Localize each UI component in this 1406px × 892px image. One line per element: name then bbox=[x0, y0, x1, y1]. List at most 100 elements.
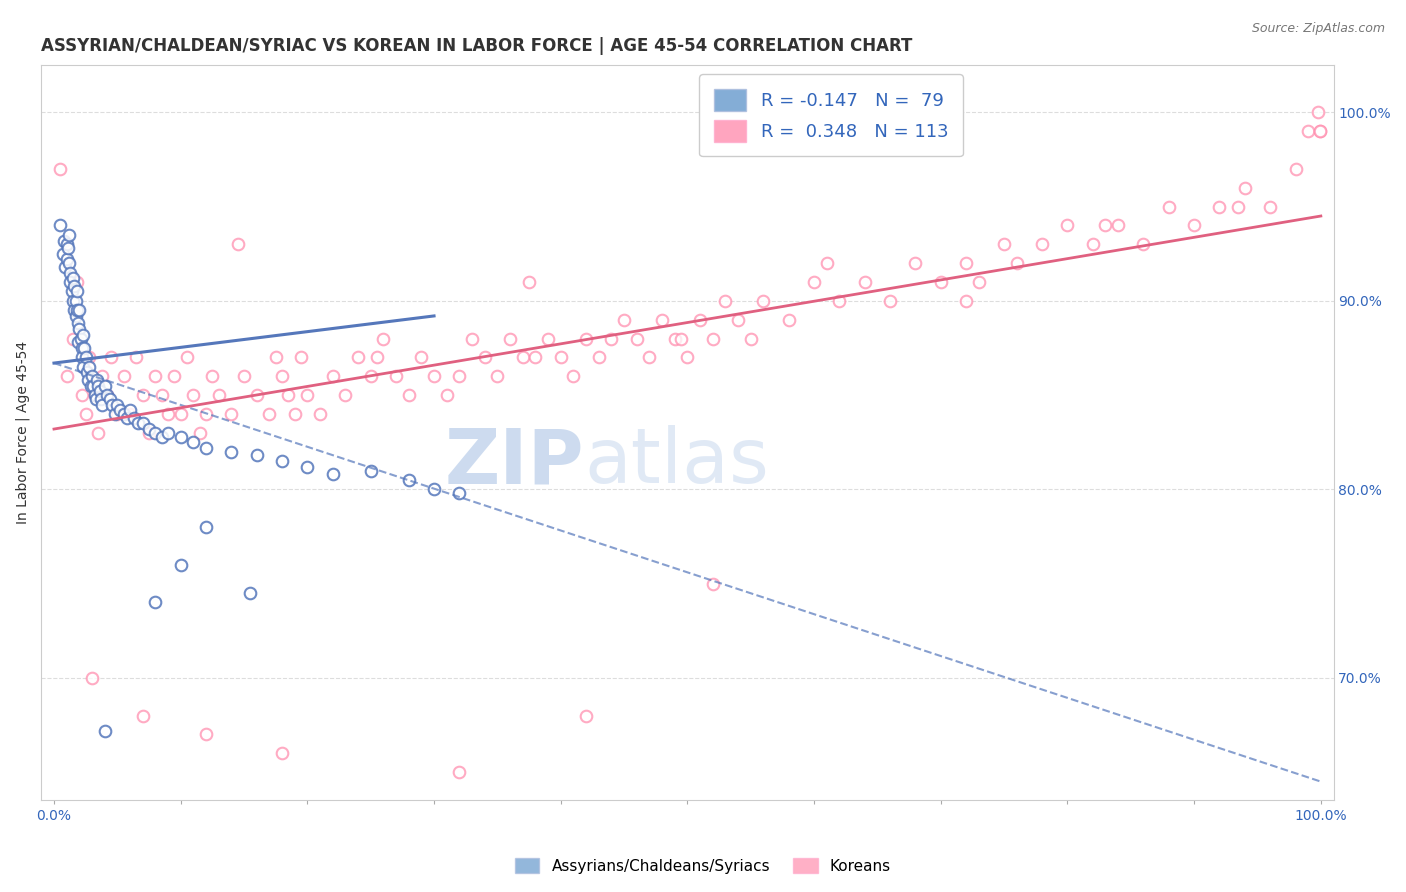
Point bbox=[90, 392, 112, 406]
Point bbox=[55, 252, 77, 267]
Point bbox=[676, 351, 699, 365]
Point bbox=[1056, 219, 1078, 233]
Point bbox=[221, 444, 243, 458]
Point bbox=[1107, 219, 1129, 233]
Point bbox=[118, 407, 141, 421]
Point bbox=[93, 723, 115, 738]
Point bbox=[600, 332, 623, 346]
Point bbox=[96, 388, 118, 402]
Point bbox=[76, 366, 98, 380]
Point bbox=[575, 332, 598, 346]
Point bbox=[138, 425, 160, 440]
Point bbox=[62, 332, 84, 346]
Point bbox=[993, 237, 1015, 252]
Point bbox=[815, 256, 838, 270]
Point bbox=[125, 351, 148, 365]
Point bbox=[72, 327, 94, 342]
Point bbox=[67, 335, 90, 350]
Point bbox=[127, 417, 149, 431]
Point bbox=[58, 256, 80, 270]
Point bbox=[398, 388, 420, 402]
Point bbox=[1081, 237, 1104, 252]
Point bbox=[233, 369, 256, 384]
Point bbox=[309, 407, 332, 421]
Point bbox=[143, 425, 166, 440]
Point bbox=[143, 595, 166, 609]
Point bbox=[929, 275, 952, 289]
Point bbox=[366, 351, 388, 365]
Point bbox=[72, 359, 94, 374]
Point bbox=[1182, 219, 1205, 233]
Point bbox=[89, 384, 111, 399]
Point bbox=[87, 425, 110, 440]
Point bbox=[499, 332, 522, 346]
Point bbox=[955, 293, 977, 308]
Point bbox=[79, 351, 101, 365]
Text: ZIP: ZIP bbox=[444, 425, 583, 500]
Point bbox=[84, 392, 107, 406]
Point bbox=[98, 392, 121, 406]
Text: ASSYRIAN/CHALDEAN/SYRIAC VS KOREAN IN LABOR FORCE | AGE 45-54 CORRELATION CHART: ASSYRIAN/CHALDEAN/SYRIAC VS KOREAN IN LA… bbox=[41, 37, 912, 55]
Point bbox=[1227, 200, 1250, 214]
Point bbox=[1296, 124, 1319, 138]
Point bbox=[53, 234, 76, 248]
Point bbox=[1308, 105, 1330, 120]
Point bbox=[423, 369, 446, 384]
Point bbox=[131, 708, 153, 723]
Point bbox=[83, 388, 105, 402]
Point bbox=[290, 351, 312, 365]
Point bbox=[59, 266, 82, 280]
Point bbox=[63, 303, 86, 318]
Point bbox=[512, 351, 534, 365]
Point bbox=[53, 260, 76, 274]
Point bbox=[1094, 219, 1116, 233]
Point bbox=[1132, 237, 1154, 252]
Point bbox=[638, 351, 661, 365]
Point bbox=[163, 369, 186, 384]
Point bbox=[967, 275, 990, 289]
Point bbox=[335, 388, 357, 402]
Point bbox=[1258, 200, 1281, 214]
Point bbox=[58, 227, 80, 242]
Point bbox=[271, 747, 294, 761]
Point bbox=[221, 407, 243, 421]
Point bbox=[169, 558, 191, 572]
Point bbox=[423, 483, 446, 497]
Point bbox=[271, 369, 294, 384]
Point bbox=[651, 312, 673, 326]
Point bbox=[82, 378, 104, 392]
Point bbox=[664, 332, 686, 346]
Point bbox=[55, 369, 77, 384]
Point bbox=[1309, 124, 1331, 138]
Point bbox=[264, 351, 287, 365]
Point bbox=[385, 369, 408, 384]
Point bbox=[80, 369, 103, 384]
Point bbox=[474, 351, 496, 365]
Point bbox=[108, 403, 131, 417]
Point bbox=[517, 275, 540, 289]
Point bbox=[105, 398, 128, 412]
Point bbox=[70, 388, 93, 402]
Point bbox=[1157, 200, 1180, 214]
Point bbox=[169, 429, 191, 443]
Point bbox=[226, 237, 249, 252]
Point bbox=[195, 407, 218, 421]
Point bbox=[112, 407, 135, 421]
Point bbox=[91, 369, 114, 384]
Point bbox=[122, 410, 145, 425]
Point bbox=[803, 275, 825, 289]
Point bbox=[373, 332, 395, 346]
Point bbox=[550, 351, 572, 365]
Point bbox=[562, 369, 585, 384]
Point bbox=[100, 351, 122, 365]
Point bbox=[183, 435, 205, 450]
Point bbox=[259, 407, 281, 421]
Point bbox=[56, 241, 79, 255]
Point bbox=[49, 161, 72, 176]
Point bbox=[75, 407, 97, 421]
Point bbox=[702, 576, 724, 591]
Point bbox=[70, 341, 93, 355]
Point bbox=[67, 322, 90, 336]
Point bbox=[1208, 200, 1230, 214]
Point bbox=[1031, 237, 1053, 252]
